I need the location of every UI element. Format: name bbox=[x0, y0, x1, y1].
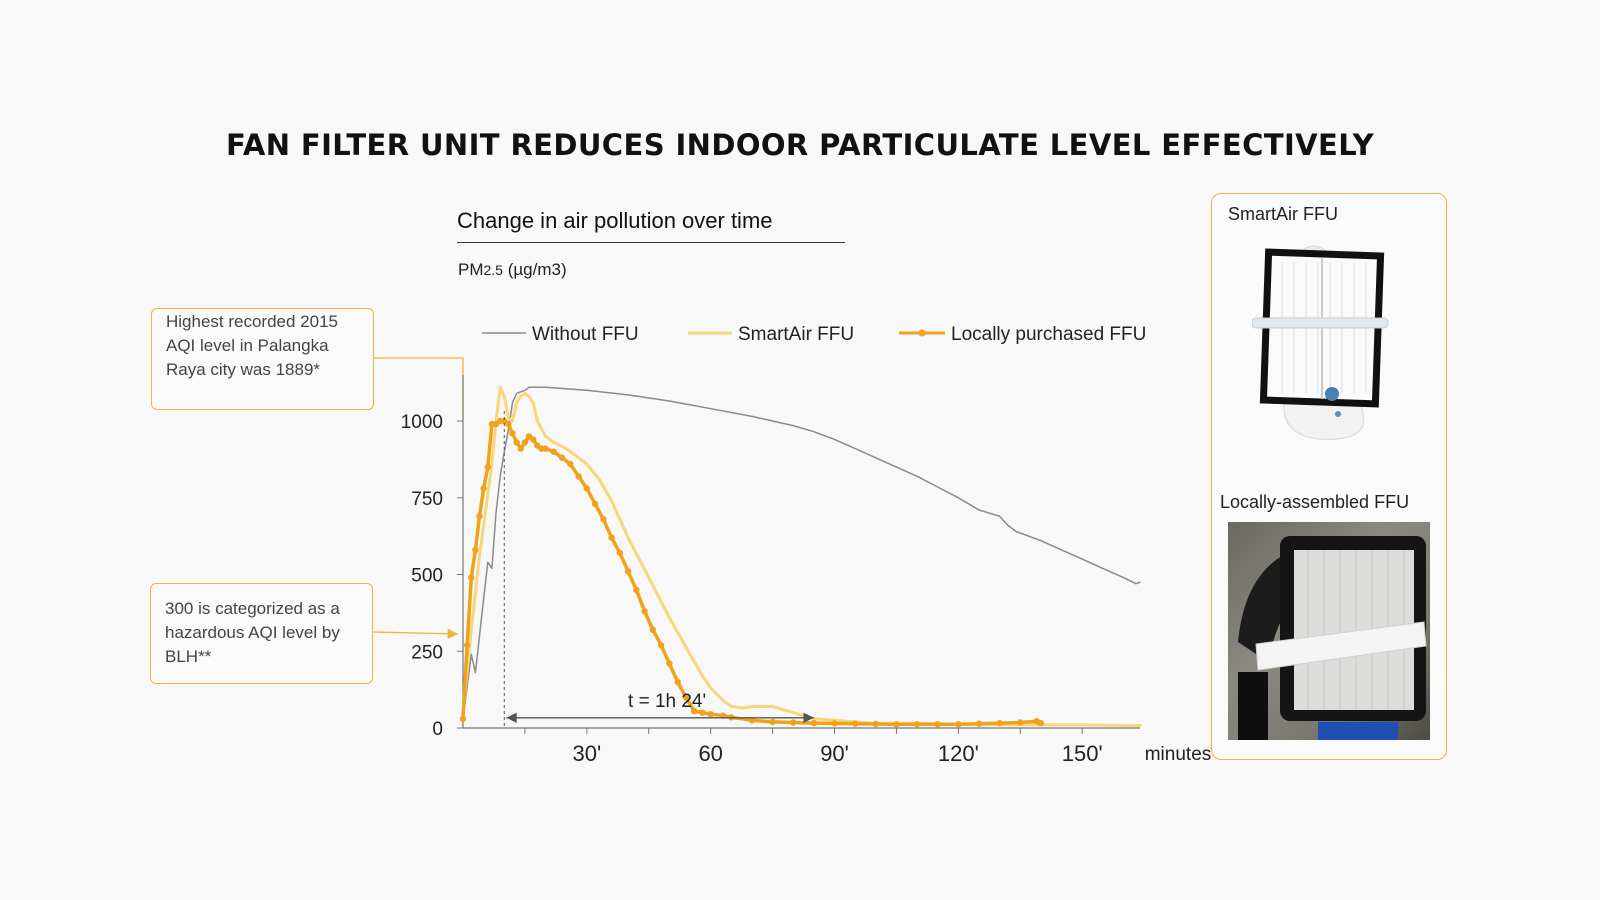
data-point-local-ffu bbox=[476, 513, 483, 520]
data-point-local-ffu bbox=[831, 720, 838, 727]
data-point-local-ffu bbox=[468, 574, 475, 581]
data-point-local-ffu bbox=[509, 430, 516, 437]
data-point-local-ffu bbox=[550, 448, 557, 455]
y-tick-label: 500 bbox=[411, 566, 443, 587]
data-point-local-ffu bbox=[674, 678, 681, 686]
data-point-local-ffu bbox=[1017, 719, 1024, 726]
data-point-local-ffu bbox=[624, 568, 632, 575]
data-point-local-ffu bbox=[769, 718, 776, 726]
data-point-local-ffu bbox=[463, 641, 471, 649]
series-line-without-ffu bbox=[462, 386, 1141, 720]
data-point-local-ffu bbox=[996, 719, 1003, 727]
y-unit-rest: (µg/m3) bbox=[502, 260, 567, 279]
data-point-local-ffu bbox=[1037, 719, 1045, 727]
legend-label: SmartAir FFU bbox=[738, 324, 854, 345]
x-tick-label: 90' bbox=[820, 741, 849, 766]
callout-highest-aqi: Highest recorded 2015 AQI level in Palan… bbox=[151, 308, 374, 410]
data-point-local-ffu bbox=[459, 715, 467, 722]
callout-hazardous-aqi: 300 is categorized as a hazardous AQI le… bbox=[150, 583, 373, 684]
legend-label: Without FFU bbox=[532, 324, 639, 345]
data-point-local-ffu bbox=[472, 546, 479, 554]
data-point-local-ffu bbox=[591, 500, 599, 508]
data-point-local-ffu bbox=[852, 720, 859, 727]
data-point-local-ffu bbox=[517, 445, 524, 452]
duration-annotation: t = 1h 24' bbox=[503, 411, 814, 728]
series-line-smartair-ffu bbox=[461, 385, 1142, 727]
data-point-local-ffu bbox=[567, 460, 574, 468]
x-tick-label: 150' bbox=[1062, 741, 1103, 766]
data-point-local-ffu bbox=[575, 473, 582, 480]
data-point-local-ffu bbox=[480, 485, 487, 492]
x-axis-unit: minutes bbox=[1145, 744, 1212, 765]
y-tick-label: 250 bbox=[411, 642, 443, 663]
chart-title: Change in air pollution over time bbox=[457, 208, 845, 243]
photo-panel: SmartAir FFU Locally-assembled FFU bbox=[1211, 193, 1447, 760]
data-point-local-ffu bbox=[934, 721, 941, 728]
series-line-local-ffu bbox=[461, 419, 1043, 727]
y-tick-label: 1000 bbox=[401, 412, 443, 433]
data-point-local-ffu bbox=[505, 420, 512, 428]
series-lines bbox=[461, 385, 1142, 727]
axes bbox=[462, 374, 1140, 729]
local-ffu-photo bbox=[1228, 522, 1430, 740]
data-point-local-ffu bbox=[666, 660, 673, 667]
data-point-local-ffu bbox=[975, 720, 983, 727]
data-point-local-ffu bbox=[542, 445, 549, 452]
local-photo-label: Locally-assembled FFU bbox=[1220, 492, 1410, 512]
ticks: 0 250 500 750 1000 30' 60 90' 120' 150' minutes bbox=[401, 412, 1212, 766]
data-point-local-ffu bbox=[530, 436, 537, 443]
page-title: FAN FILTER UNIT REDUCES INDOOR PARTICULA… bbox=[225, 128, 1375, 162]
data-point-local-ffu bbox=[513, 439, 520, 446]
x-tick-label: 120' bbox=[938, 741, 979, 766]
x-tick-label: 30' bbox=[573, 741, 602, 766]
data-point-local-ffu bbox=[955, 721, 962, 728]
data-point-local-ffu bbox=[893, 721, 900, 728]
duration-label: t = 1h 24' bbox=[628, 691, 706, 712]
series-markers bbox=[459, 417, 1045, 728]
data-point-local-ffu bbox=[707, 711, 714, 718]
data-point-local-ffu bbox=[657, 641, 665, 649]
y-axis-unit: PM2.5 (µg/m3) bbox=[458, 260, 567, 280]
data-point-local-ffu bbox=[682, 694, 690, 701]
smartair-photo-label: SmartAir FFU bbox=[1228, 204, 1338, 224]
legend-swatch-marker bbox=[918, 329, 926, 337]
x-tick-label: 60 bbox=[698, 741, 722, 766]
data-point-local-ffu bbox=[913, 721, 921, 728]
data-point-local-ffu bbox=[608, 534, 615, 541]
callout-highest-connector bbox=[374, 357, 464, 420]
data-point-local-ffu bbox=[583, 485, 590, 492]
smartair-ffu-photo bbox=[1252, 245, 1389, 440]
data-point-local-ffu bbox=[810, 719, 818, 727]
data-point-local-ffu bbox=[641, 608, 648, 615]
data-point-local-ffu bbox=[633, 586, 640, 594]
data-point-local-ffu bbox=[484, 463, 491, 471]
data-point-local-ffu bbox=[649, 626, 657, 633]
legend-label: Locally purchased FFU bbox=[951, 324, 1146, 345]
data-point-local-ffu bbox=[790, 719, 797, 726]
y-unit-main: PM bbox=[458, 260, 484, 279]
y-unit-subscript: 2.5 bbox=[483, 262, 503, 278]
legend: Without FFU SmartAir FFU Locally purchased… bbox=[482, 324, 1146, 345]
data-point-local-ffu bbox=[558, 454, 566, 461]
y-tick-label: 0 bbox=[432, 719, 443, 740]
y-tick-label: 750 bbox=[411, 489, 443, 510]
callout-hazard-connector bbox=[372, 628, 459, 639]
data-point-local-ffu bbox=[521, 439, 529, 446]
data-point-local-ffu bbox=[616, 549, 624, 557]
data-point-local-ffu bbox=[872, 720, 879, 728]
data-point-local-ffu bbox=[600, 516, 607, 523]
